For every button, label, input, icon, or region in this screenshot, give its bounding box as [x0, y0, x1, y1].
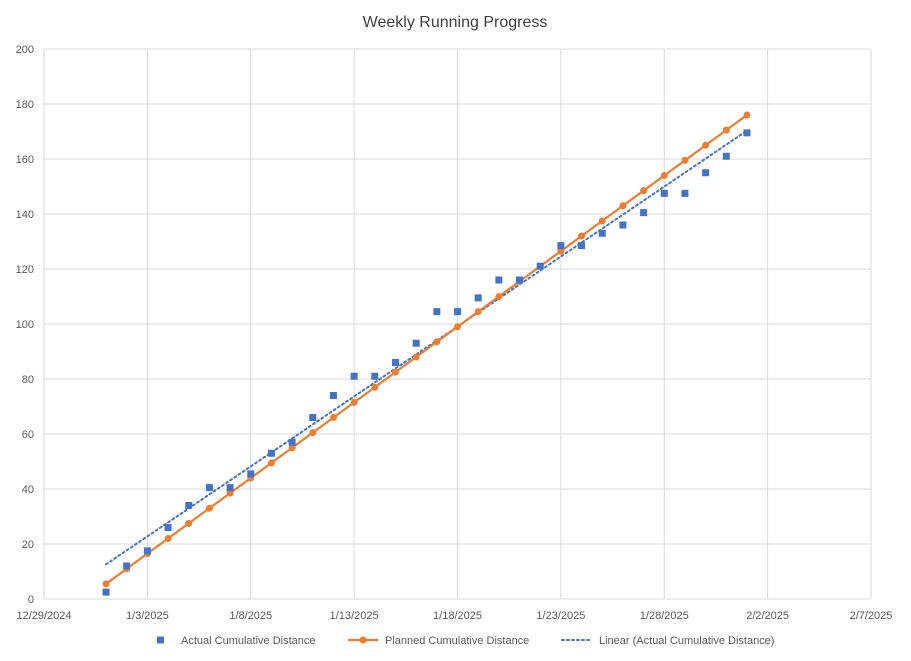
- planned-point: [578, 232, 586, 240]
- y-tick-label: 80: [22, 374, 34, 386]
- actual-point: [454, 308, 461, 316]
- y-tick-label: 200: [16, 44, 34, 56]
- x-tick-label: 2/7/2025: [850, 610, 893, 622]
- planned-point: [557, 247, 565, 255]
- y-tick-label: 120: [16, 264, 34, 276]
- legend-actual-swatch: [157, 636, 164, 644]
- y-tick-label: 100: [16, 319, 34, 331]
- actual-point: [164, 524, 172, 531]
- planned-point: [598, 217, 606, 225]
- actual-point: [371, 372, 379, 380]
- planned-series-layer: [102, 111, 751, 588]
- actual-point: [391, 359, 399, 366]
- actual-point: [267, 449, 275, 457]
- actual-point: [702, 169, 710, 177]
- y-axis-ticks: 0 20 40 60 80 100 120 140 160 180 200: [16, 44, 34, 606]
- planned-point: [681, 156, 689, 164]
- legend: Actual Cumulative Distance Planned Cumula…: [157, 635, 774, 647]
- planned-point: [702, 141, 710, 149]
- chart-title: Weekly Running Progress: [363, 14, 548, 31]
- x-tick-label: 2/2/2025: [746, 610, 789, 622]
- planned-point: [371, 383, 379, 391]
- actual-point: [557, 242, 565, 250]
- planned-point: [495, 293, 503, 300]
- planned-point: [619, 202, 627, 210]
- planned-point: [102, 580, 110, 588]
- planned-point: [722, 126, 730, 134]
- x-tick-label: 1/18/2025: [433, 610, 482, 622]
- planned-point: [474, 308, 482, 316]
- actual-point: [350, 372, 358, 380]
- actual-point: [329, 392, 337, 399]
- y-tick-label: 20: [22, 539, 34, 551]
- legend-planned-label: Planned Cumulative Distance: [385, 635, 529, 647]
- actual-point: [247, 470, 255, 478]
- x-tick-label: 1/23/2025: [536, 610, 585, 622]
- x-tick-label: 1/3/2025: [126, 610, 169, 622]
- x-tick-label: 1/8/2025: [229, 610, 272, 622]
- x-tick-label: 12/29/2024: [16, 610, 71, 622]
- planned-point: [743, 111, 751, 119]
- actual-point: [205, 484, 213, 492]
- y-tick-label: 180: [16, 99, 34, 111]
- actual-point: [598, 229, 606, 237]
- legend-actual-label: Actual Cumulative Distance: [181, 635, 316, 647]
- planned-point: [226, 489, 234, 497]
- planned-point: [433, 338, 441, 346]
- actual-point: [495, 276, 503, 284]
- y-tick-label: 0: [28, 594, 34, 606]
- y-tick-label: 140: [16, 209, 34, 221]
- y-tick-label: 60: [22, 429, 34, 441]
- planned-line: [105, 114, 748, 585]
- actual-point: [619, 221, 627, 229]
- y-tick-label: 160: [16, 154, 34, 166]
- actual-point: [288, 438, 296, 446]
- actual-point: [578, 242, 586, 250]
- planned-point: [391, 368, 399, 376]
- actual-point: [474, 294, 482, 302]
- actual-point: [309, 414, 317, 421]
- legend-planned-swatch: [359, 636, 367, 644]
- actual-point: [536, 262, 544, 270]
- legend-trend-label: Linear (Actual Cumulative Distance): [599, 635, 774, 647]
- planned-point: [412, 353, 420, 361]
- actual-point: [123, 562, 131, 570]
- trendline-layer: [105, 129, 748, 566]
- planned-point: [640, 187, 648, 195]
- actual-point: [143, 547, 151, 555]
- actual-point: [185, 502, 193, 509]
- actual-point: [102, 588, 110, 596]
- actual-point: [226, 484, 234, 492]
- actual-point: [743, 129, 751, 137]
- planned-point: [454, 323, 461, 331]
- actual-point: [433, 308, 441, 316]
- trendline: [105, 129, 748, 566]
- actual-point: [722, 152, 730, 160]
- planned-point: [205, 504, 213, 512]
- planned-point: [350, 398, 358, 406]
- actual-series-layer: [102, 129, 751, 596]
- planned-point: [267, 459, 275, 467]
- actual-point: [681, 189, 689, 197]
- x-tick-label: 1/13/2025: [330, 610, 379, 622]
- actual-point: [660, 189, 668, 197]
- actual-point: [412, 339, 420, 347]
- planned-point: [185, 519, 193, 527]
- planned-point: [309, 429, 317, 437]
- planned-point: [660, 172, 668, 179]
- actual-point: [516, 276, 524, 284]
- planned-point: [164, 535, 172, 542]
- planned-point: [288, 444, 296, 452]
- x-tick-label: 1/28/2025: [640, 610, 689, 622]
- y-tick-label: 40: [22, 484, 34, 496]
- x-axis-ticks: 12/29/2024 1/3/2025 1/8/2025 1/13/2025 1/18/…: [16, 610, 892, 622]
- actual-point: [640, 209, 648, 217]
- planned-point: [329, 414, 337, 421]
